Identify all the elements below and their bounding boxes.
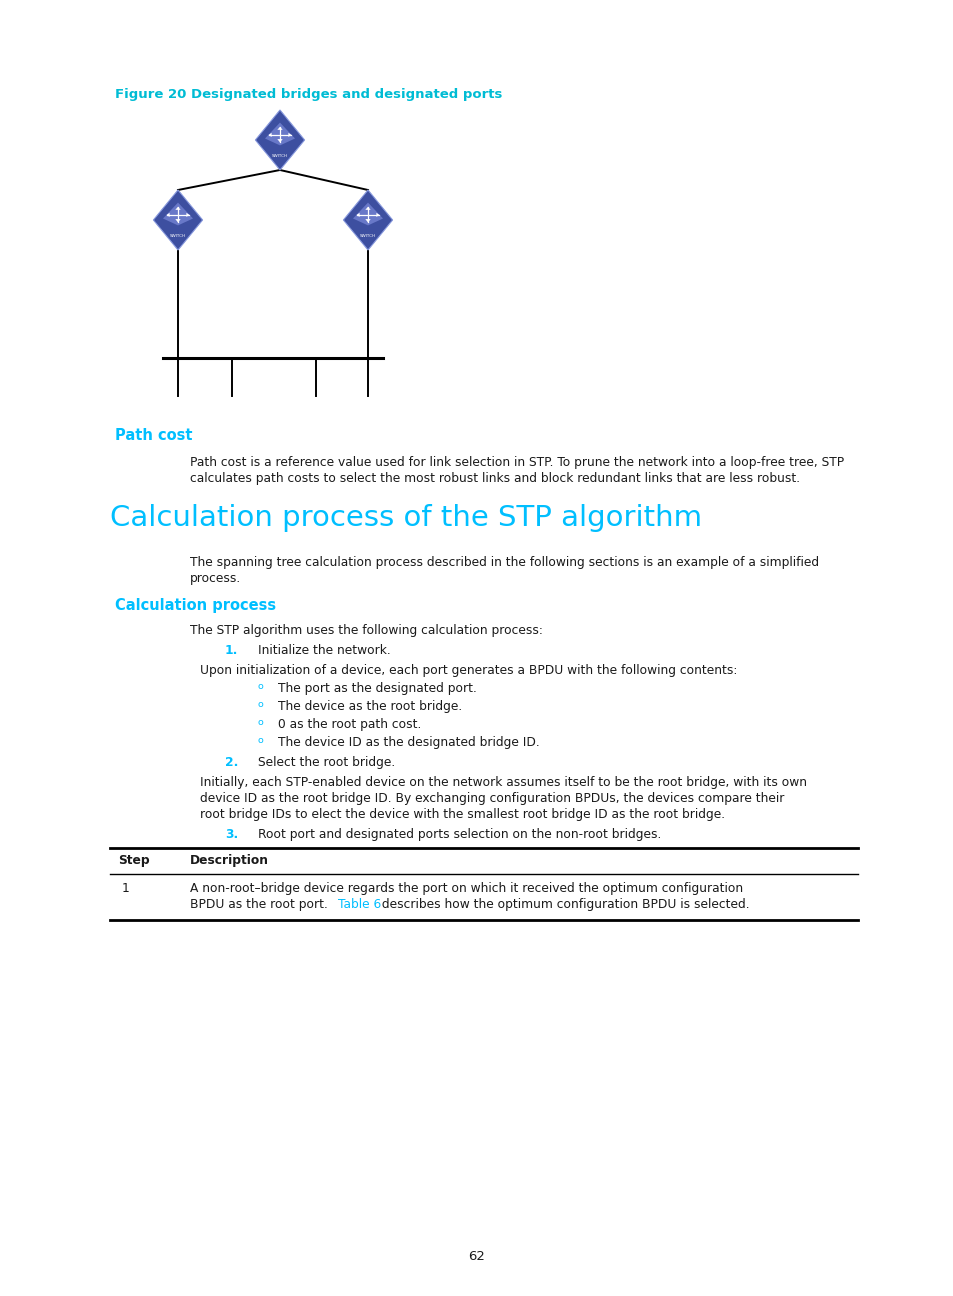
Text: Step: Step — [118, 854, 150, 867]
Text: 1.: 1. — [225, 644, 238, 657]
Text: Calculation process: Calculation process — [115, 597, 275, 613]
Text: Description: Description — [190, 854, 269, 867]
Polygon shape — [356, 213, 359, 216]
Polygon shape — [167, 213, 170, 216]
Text: SWITCH: SWITCH — [170, 235, 186, 238]
Text: Table 6: Table 6 — [337, 898, 381, 911]
Text: calculates path costs to select the most robust links and block redundant links : calculates path costs to select the most… — [190, 472, 800, 485]
Text: SWITCH: SWITCH — [272, 154, 288, 158]
Polygon shape — [175, 207, 180, 210]
Text: Path cost: Path cost — [115, 428, 193, 443]
Text: 3.: 3. — [225, 828, 238, 841]
Text: The device as the root bridge.: The device as the root bridge. — [277, 700, 462, 713]
Text: 1: 1 — [122, 883, 130, 896]
Polygon shape — [365, 207, 371, 210]
Polygon shape — [376, 213, 379, 216]
Text: 62: 62 — [468, 1249, 485, 1262]
Text: process.: process. — [190, 572, 241, 584]
Polygon shape — [277, 139, 282, 143]
Text: A non-root–bridge device regards the port on which it received the optimum confi: A non-root–bridge device regards the por… — [190, 883, 742, 896]
Polygon shape — [343, 191, 393, 250]
Text: o: o — [257, 718, 263, 727]
Text: device ID as the root bridge ID. By exchanging configuration BPDUs, the devices : device ID as the root bridge ID. By exch… — [200, 792, 783, 805]
Polygon shape — [353, 202, 382, 226]
Polygon shape — [175, 219, 180, 223]
Text: The spanning tree calculation process described in the following sections is an : The spanning tree calculation process de… — [190, 556, 819, 569]
Polygon shape — [163, 202, 193, 226]
Text: Select the root bridge.: Select the root bridge. — [257, 756, 395, 769]
Text: The port as the designated port.: The port as the designated port. — [277, 682, 476, 695]
Polygon shape — [277, 127, 282, 130]
Text: describes how the optimum configuration BPDU is selected.: describes how the optimum configuration … — [377, 898, 749, 911]
Polygon shape — [269, 132, 272, 137]
Text: Calculation process of the STP algorithm: Calculation process of the STP algorithm — [110, 504, 701, 531]
Text: Initialize the network.: Initialize the network. — [257, 644, 391, 657]
Text: The STP algorithm uses the following calculation process:: The STP algorithm uses the following cal… — [190, 623, 542, 638]
Polygon shape — [153, 191, 202, 250]
Text: 0 as the root path cost.: 0 as the root path cost. — [277, 718, 421, 731]
Text: o: o — [257, 682, 263, 691]
Polygon shape — [255, 110, 304, 170]
Text: 2.: 2. — [225, 756, 238, 769]
Polygon shape — [265, 123, 294, 145]
Text: o: o — [257, 700, 263, 709]
Polygon shape — [186, 213, 190, 216]
Text: BPDU as the root port.: BPDU as the root port. — [190, 898, 332, 911]
Text: Root port and designated ports selection on the non-root bridges.: Root port and designated ports selection… — [257, 828, 660, 841]
Text: Initially, each STP-enabled device on the network assumes itself to be the root : Initially, each STP-enabled device on th… — [200, 776, 806, 789]
Text: Upon initialization of a device, each port generates a BPDU with the following c: Upon initialization of a device, each po… — [200, 664, 737, 677]
Text: SWITCH: SWITCH — [359, 235, 375, 238]
Text: The device ID as the designated bridge ID.: The device ID as the designated bridge I… — [277, 736, 539, 749]
Text: Figure 20 Designated bridges and designated ports: Figure 20 Designated bridges and designa… — [115, 88, 502, 101]
Text: o: o — [257, 736, 263, 745]
Text: Path cost is a reference value used for link selection in STP. To prune the netw: Path cost is a reference value used for … — [190, 456, 843, 469]
Text: root bridge IDs to elect the device with the smallest root bridge ID as the root: root bridge IDs to elect the device with… — [200, 807, 724, 820]
Polygon shape — [365, 219, 371, 223]
Polygon shape — [288, 132, 291, 137]
